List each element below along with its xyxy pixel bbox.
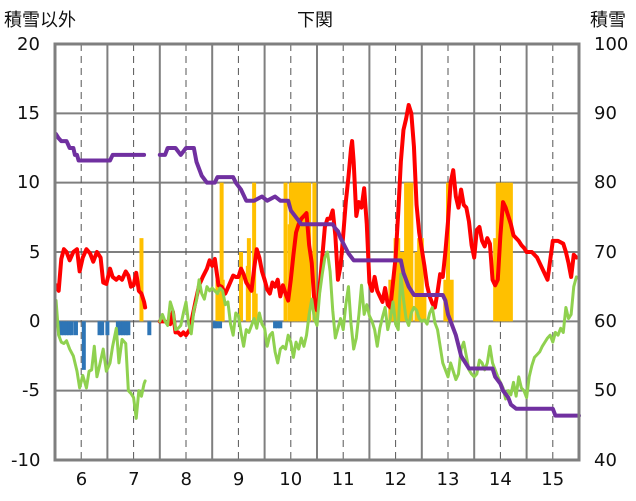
y-right-tick-label: 60 [594, 310, 617, 332]
bar-blue [121, 321, 126, 336]
y-right-tick-label: 70 [594, 241, 617, 263]
bar-orange [312, 182, 317, 322]
bar-orange [506, 182, 511, 322]
bar-blue [100, 321, 105, 336]
bar-orange [508, 182, 513, 322]
x-tick-label: 14 [488, 468, 512, 490]
bar-blue [115, 321, 120, 336]
y-left-tick-label: 0 [29, 310, 41, 332]
x-tick-label: 10 [279, 468, 303, 490]
y-left-tick-label: -5 [22, 380, 40, 402]
bar-orange [396, 238, 401, 322]
x-tick-label: 12 [384, 468, 407, 490]
line-red [157, 103, 579, 338]
line-purple [157, 146, 581, 418]
bar-orange [493, 238, 498, 322]
bar-orange [446, 182, 450, 322]
line-red [54, 247, 148, 310]
bar-blue [147, 321, 152, 336]
y-right-tick-label: 80 [594, 172, 617, 194]
bar-blue [214, 321, 219, 329]
lines [54, 103, 581, 420]
x-tick-label: 7 [128, 468, 140, 490]
bar-orange [304, 182, 309, 322]
bar-orange [393, 238, 398, 322]
x-tick-label: 13 [436, 468, 460, 490]
bar-blue [73, 321, 78, 336]
bar-orange [503, 182, 508, 322]
bar-orange [406, 182, 411, 322]
bar-orange [422, 293, 427, 322]
bar-orange [294, 182, 299, 322]
y-right-axis-label: 積雪 [590, 10, 626, 31]
bar-orange [283, 182, 288, 322]
bar-orange [419, 238, 424, 322]
x-tick-label: 6 [75, 468, 88, 490]
y-right-tick-label: 90 [594, 102, 617, 124]
bar-blue [278, 321, 283, 329]
bar-orange [253, 293, 258, 322]
x-tick-label: 11 [331, 468, 355, 490]
bar-orange [299, 182, 304, 322]
bar-blue [105, 321, 110, 336]
bar-blue [69, 321, 74, 336]
bar-orange [139, 238, 144, 322]
y-left-tick-label: 15 [17, 102, 40, 124]
bar-orange [414, 252, 419, 322]
bar-orange [239, 252, 244, 322]
x-tick-label: 9 [232, 468, 245, 490]
line-purple [54, 132, 147, 163]
x-tick-label: 15 [541, 468, 565, 490]
chart-title: 下関 [297, 10, 333, 31]
bar-blue [126, 321, 131, 336]
bar-orange [501, 182, 506, 322]
bar-orange [288, 182, 293, 322]
y-left-tick-label: 20 [17, 33, 40, 55]
plot-frame [53, 42, 581, 462]
bar-blue [275, 321, 280, 329]
bar-blue [61, 321, 66, 336]
bar-orange [215, 279, 220, 322]
bar-blue [273, 321, 278, 329]
y-right-tick-label: 100 [594, 33, 629, 55]
bar-orange [252, 182, 257, 322]
bar-orange [219, 182, 224, 322]
y-left-tick-label: -10 [11, 449, 41, 471]
y-left-tick-label: 5 [29, 241, 41, 263]
bar-blue [97, 321, 102, 336]
bar-blue [64, 321, 69, 336]
bar-orange [417, 238, 422, 322]
y-right-tick-label: 50 [594, 380, 617, 402]
bar-orange [296, 182, 301, 322]
bar-orange [220, 279, 225, 322]
bar-blue [118, 321, 123, 336]
bar-blue [218, 321, 223, 329]
y-right-tick-label: 40 [594, 449, 617, 471]
line-green [54, 299, 147, 420]
bar-blue [59, 321, 64, 336]
bar-blue [67, 321, 72, 336]
bar-orange [409, 182, 414, 322]
bar-blue [81, 321, 86, 370]
bars [57, 182, 513, 370]
y-left-axis-label: 積雪以外 [4, 10, 76, 31]
bar-orange [246, 238, 251, 322]
bar-orange [301, 182, 306, 322]
bar-orange [449, 279, 454, 322]
bar-blue [123, 321, 128, 336]
x-tick-label: 8 [180, 468, 192, 490]
y-left-tick-label: 10 [17, 172, 40, 194]
bar-orange [404, 182, 409, 322]
